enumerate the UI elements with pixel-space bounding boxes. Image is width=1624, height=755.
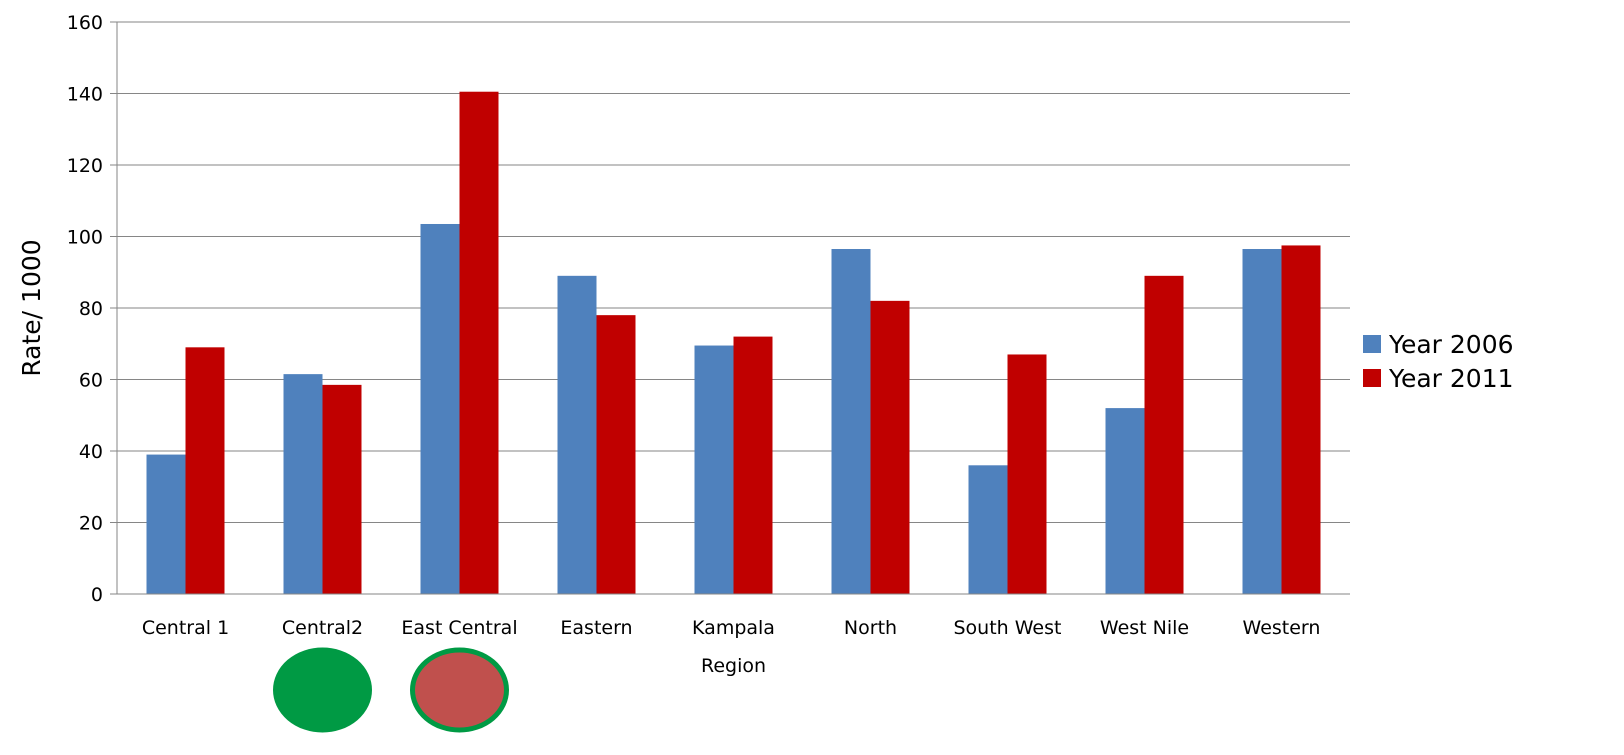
x-tick-label: Kampala bbox=[692, 617, 775, 639]
bar-year-2006 bbox=[1242, 249, 1282, 594]
legend: Year 2006 Year 2011 bbox=[1363, 330, 1514, 393]
y-tick-label: 160 bbox=[67, 12, 103, 34]
legend-label: Year 2011 bbox=[1388, 364, 1514, 393]
x-tick-label: West Nile bbox=[1100, 617, 1189, 639]
bar-year-2011 bbox=[1144, 275, 1184, 594]
y-tick-label: 0 bbox=[91, 584, 103, 606]
bar-year-2011 bbox=[870, 300, 910, 594]
bars bbox=[146, 91, 1321, 595]
y-axis-title: Rate/ 1000 bbox=[17, 239, 46, 376]
bar-year-2011 bbox=[596, 315, 636, 594]
bar-year-2006 bbox=[420, 223, 460, 595]
x-tick-label: Eastern bbox=[560, 617, 632, 639]
bar-year-2011 bbox=[459, 91, 499, 595]
bar-year-2006 bbox=[968, 465, 1008, 594]
bar-year-2006 bbox=[831, 249, 871, 594]
x-tick-labels: Central 1 Central2 East Central Eastern Kamp… bbox=[142, 617, 1321, 639]
x-tick-label: North bbox=[844, 617, 897, 639]
x-tick-label: South West bbox=[954, 617, 1062, 639]
bar-year-2006 bbox=[146, 454, 186, 594]
bar-year-2011 bbox=[322, 384, 362, 594]
y-tick-label: 60 bbox=[79, 370, 103, 392]
bar-year-2011 bbox=[1281, 245, 1321, 594]
annotation-circle bbox=[273, 647, 372, 733]
legend-label: Year 2006 bbox=[1388, 330, 1514, 359]
x-tick-label: Central 1 bbox=[142, 617, 229, 639]
bar-year-2006 bbox=[557, 275, 597, 594]
x-tick-label: Central2 bbox=[282, 617, 363, 639]
y-tick-labels: 0 20 40 60 80 100 120 140 160 bbox=[67, 12, 103, 606]
y-tick-label: 100 bbox=[67, 227, 103, 249]
x-tick-label: East Central bbox=[401, 617, 517, 639]
y-tick-label: 40 bbox=[79, 441, 103, 463]
x-axis-title: Region bbox=[701, 655, 766, 677]
bar-year-2011 bbox=[1007, 354, 1047, 594]
bar-year-2011 bbox=[733, 336, 773, 594]
y-tick-label: 120 bbox=[67, 155, 103, 177]
legend-swatch bbox=[1363, 335, 1381, 353]
legend-swatch bbox=[1363, 369, 1381, 387]
bar-year-2011 bbox=[185, 347, 225, 594]
y-tick-label: 80 bbox=[79, 298, 103, 320]
x-tick-label: Western bbox=[1243, 617, 1321, 639]
bar-year-2006 bbox=[1105, 408, 1145, 594]
annotation-circles bbox=[273, 647, 509, 733]
y-tick-label: 20 bbox=[79, 513, 103, 535]
y-tick-label: 140 bbox=[67, 84, 103, 106]
bar-year-2006 bbox=[694, 345, 734, 594]
annotation-circle bbox=[410, 647, 509, 733]
bar-year-2006 bbox=[283, 374, 323, 594]
